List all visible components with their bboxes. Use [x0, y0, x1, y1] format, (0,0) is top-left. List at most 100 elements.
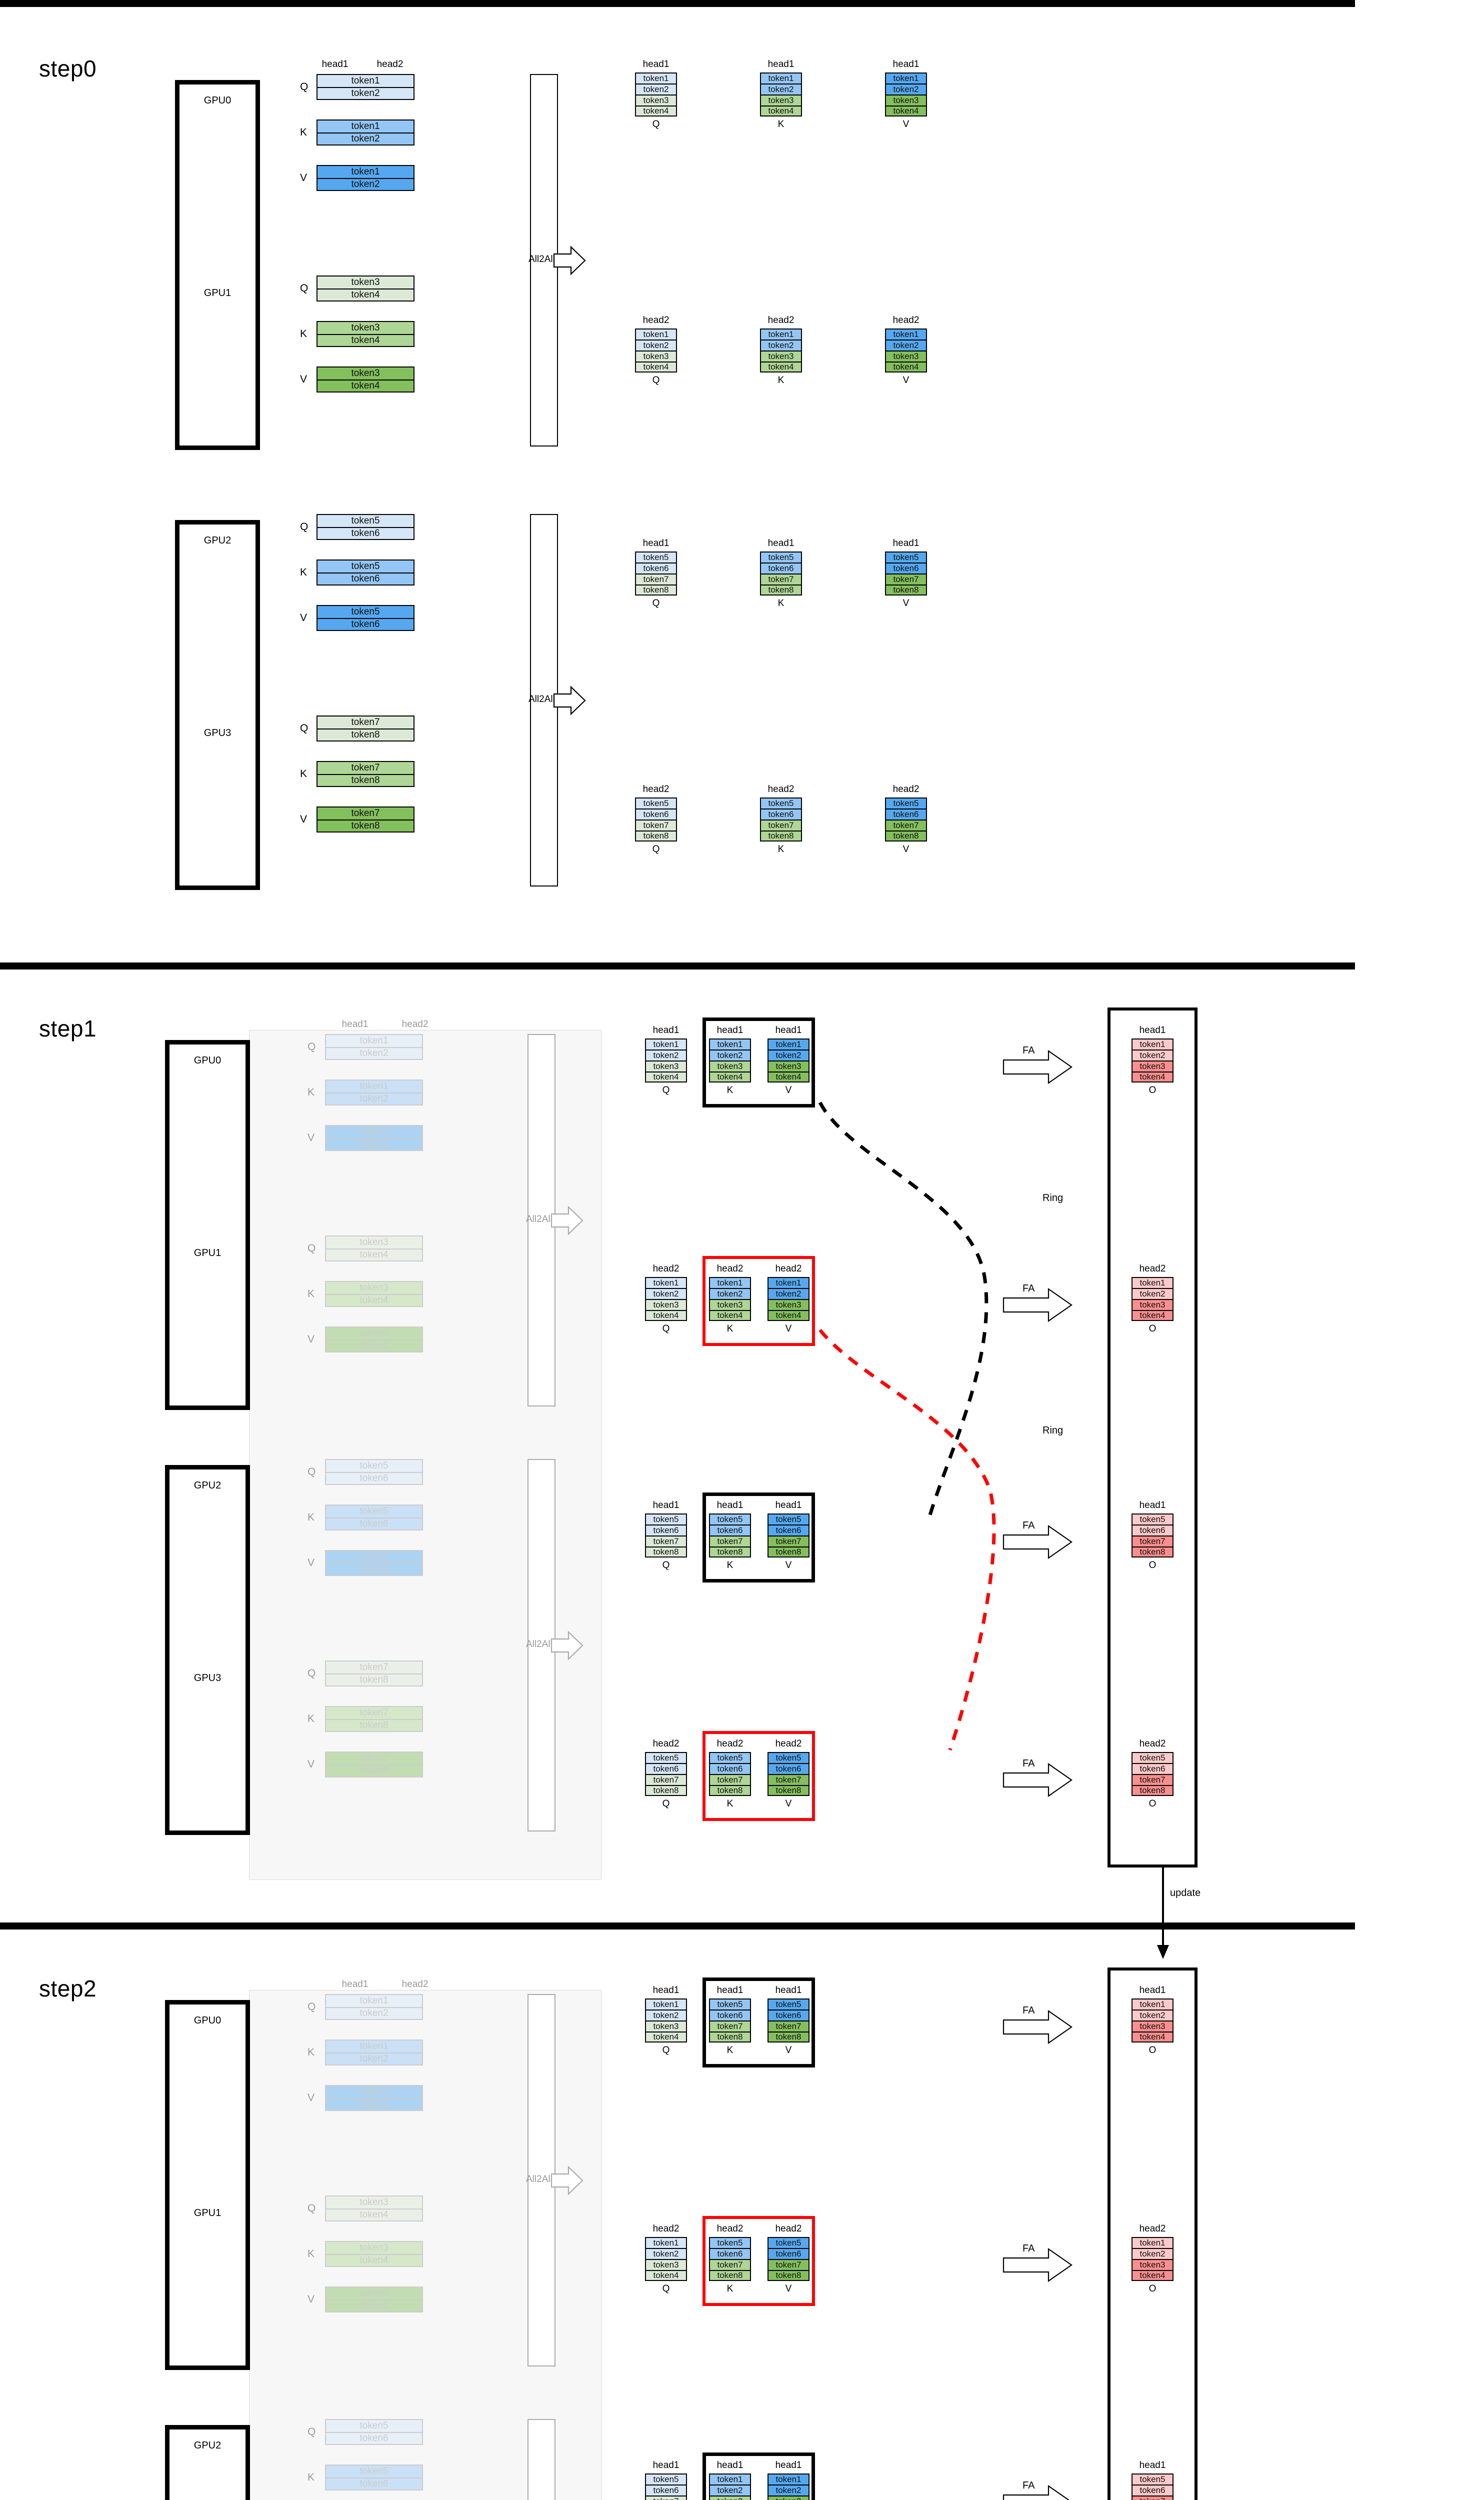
token-cell: token3: [1132, 1060, 1174, 1072]
token-cell: token2: [325, 2098, 423, 2111]
gpu1-label: GPU1: [204, 288, 232, 298]
step0-h1-q-caption: Q: [652, 119, 660, 130]
step1-gpu3-q-label: Q: [308, 1668, 316, 1679]
step1-h2-v-stack: token1 token2 token3 token4: [768, 1277, 810, 1321]
step0-h2-q-caption: Q: [652, 375, 660, 386]
step2-h2-v-stack: token5 token6 token7 token8: [768, 2237, 810, 2281]
token-cell: token1: [316, 74, 414, 87]
token-cell: token5: [1132, 1514, 1174, 1524]
step1-gpu2-v-label: V: [308, 1557, 315, 1568]
token-cell: token2: [885, 340, 927, 350]
token-cell: token8: [709, 1546, 751, 1558]
token-cell: token3: [635, 94, 677, 106]
step0b-h2-k-stack: token5 token6 token7 token8: [760, 798, 802, 842]
token-cell: token3: [325, 2196, 423, 2208]
step2-h2-kv-highlight: [702, 2216, 815, 2306]
step2-all2all-label-top: All2All: [526, 2174, 552, 2184]
step2-gpu1-q-label: Q: [308, 2202, 316, 2214]
token-cell: token7: [885, 820, 927, 830]
step1b-h2-o-stack: token5 token6 token7 token8: [1132, 1752, 1174, 1796]
step0b-h2-k-head: head2: [768, 784, 794, 794]
step1-gpu0-label: GPU0: [194, 1055, 222, 1066]
step1b-h1-q-head: head1: [652, 1500, 680, 1510]
token-cell: token5: [635, 798, 677, 808]
token-cell: token1: [635, 328, 677, 340]
token-cell: token5: [760, 552, 802, 562]
token-cell: token4: [635, 362, 677, 372]
step1b-h1-o-stack: token5 token6 token7 token8: [1132, 1514, 1174, 1558]
step0-gpu0-k-label: K: [300, 126, 308, 138]
token-cell: token3: [316, 321, 414, 334]
token-cell: token8: [325, 1764, 423, 1778]
step1-h2-k-stack: token1 token2 token3 token4: [709, 1277, 751, 1321]
step0-gpu2-k-label: K: [300, 566, 308, 578]
token-cell: token6: [768, 1763, 810, 1774]
step0b-h2-q-head: head2: [642, 784, 670, 794]
step2-gpu1-label: GPU1: [194, 2208, 222, 2218]
step1b-h2-q-stack: token5 token6 token7 token8: [645, 1752, 687, 1796]
step2b-h1-o-head: head1: [1139, 2460, 1166, 2470]
token-cell: token1: [1132, 1277, 1174, 1288]
step1-head2-header: head2: [402, 1019, 428, 1030]
token-cell: token6: [709, 2010, 751, 2020]
token-cell: token3: [768, 1060, 810, 1072]
token-cell: token8: [709, 1785, 751, 1796]
step0-head2-header: head2: [376, 59, 404, 70]
step1b-h2-k-caption: K: [726, 1798, 734, 1809]
token-cell: token3: [709, 1060, 751, 1072]
token-cell: token6: [325, 2432, 423, 2445]
token-cell: token5: [885, 798, 927, 808]
token-cell: token5: [768, 1752, 810, 1763]
token-cell: token5: [325, 1504, 423, 1518]
step1b-h2-v-caption: V: [785, 1798, 792, 1809]
token-cell: token8: [635, 830, 677, 842]
token-cell: token4: [1132, 2270, 1174, 2281]
step1-h1-k-stack: token1 token2 token3 token4: [709, 1038, 751, 1082]
step0-gpu2-q-stack: token5 token6: [316, 514, 414, 540]
step1-h1-q-stack: token1 token2 token3 token4: [645, 1038, 687, 1082]
token-cell: token4: [325, 1248, 423, 1262]
token-cell: token7: [645, 2496, 687, 2500]
step1-gpu2-q-stack: token5 token6: [325, 1459, 423, 1485]
token-cell: token5: [1132, 2474, 1174, 2484]
token-cell: token1: [1132, 1998, 1174, 2010]
step2-all2all-box-bottom: [528, 2419, 556, 2500]
step2b-h1-fa-label: FA: [1022, 2480, 1035, 2491]
token-cell: token4: [645, 1310, 687, 1321]
step1-gpu-bracket-2-3: [165, 1465, 250, 1835]
step0b-h2-k-caption: K: [778, 844, 784, 854]
token-cell: token4: [709, 1310, 751, 1321]
token-cell: token6: [709, 1763, 751, 1774]
step2b-h1-k-stack: token1 token2 token3 token4: [709, 2474, 751, 2500]
token-cell: token4: [316, 334, 414, 347]
token-cell: token4: [645, 2270, 687, 2281]
step1b-h1-k-head: head1: [716, 1500, 744, 1510]
token-cell: token6: [885, 562, 927, 574]
step1b-h1-fa-arrow: [1002, 1524, 1072, 1560]
step2-h1-fa-arrow: [1002, 2009, 1072, 2045]
token-cell: token4: [645, 1072, 687, 1082]
token-cell: token6: [760, 562, 802, 574]
step2-h1-fa-label: FA: [1022, 2005, 1035, 2016]
step2-gpu-bracket-0-1: [165, 2000, 250, 2370]
step0-gpu2-q-label: Q: [300, 521, 308, 532]
step0-gpu1-k-label: K: [300, 328, 308, 340]
token-cell: token5: [645, 2474, 687, 2484]
step1-h2-fa-label: FA: [1022, 1283, 1035, 1294]
divider-top: [0, 0, 1355, 7]
token-cell: token7: [760, 820, 802, 830]
step2-o-column-top: [1108, 1968, 1198, 2500]
step1b-h1-q-stack: token5 token6 token7 token8: [645, 1514, 687, 1558]
token-cell: token5: [325, 2464, 423, 2478]
token-cell: token3: [768, 1299, 810, 1310]
token-cell: token4: [760, 106, 802, 116]
step2-gpu2-k-stack: token5 token6: [325, 2464, 423, 2490]
step1-h1-q-caption: Q: [662, 1085, 670, 1096]
token-cell: token3: [1132, 2259, 1174, 2270]
step1-gpu-bracket-0-1: [165, 1040, 250, 1410]
step1-h1-k-caption: K: [726, 1085, 734, 1096]
token-cell: token7: [645, 1536, 687, 1546]
step0-gpu1-v-stack: token3 token4: [316, 366, 414, 392]
step1-o-column-top: [1108, 1008, 1198, 1868]
step1b-h1-v-stack: token5 token6 token7 token8: [768, 1514, 810, 1558]
